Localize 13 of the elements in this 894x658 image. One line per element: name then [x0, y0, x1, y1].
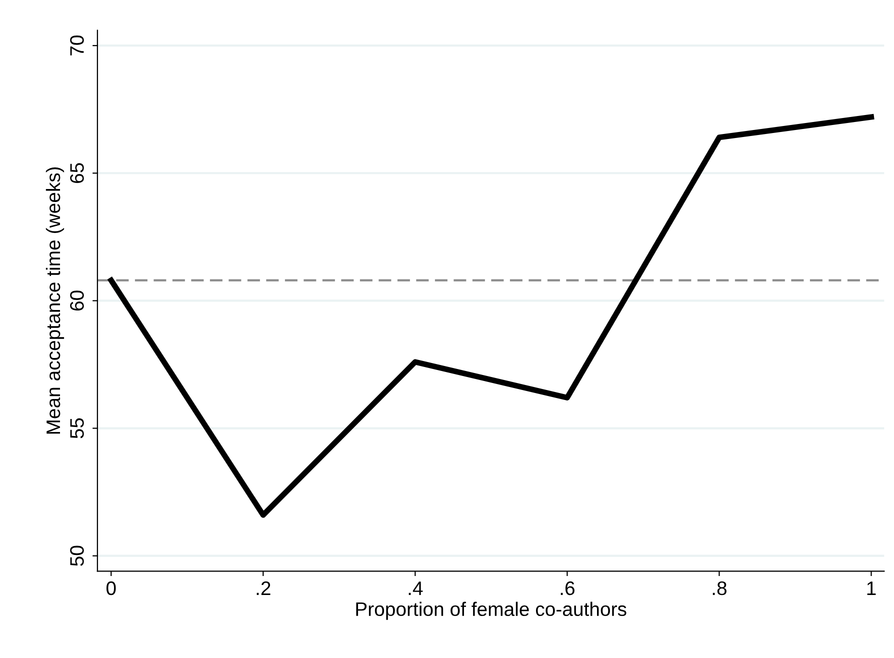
x-tick-label: 0: [106, 581, 116, 596]
x-tick-label: .8: [712, 581, 726, 596]
y-tick-label: 60: [70, 290, 84, 311]
y-tick-label: 70: [70, 36, 84, 56]
x-tick-label: .4: [408, 582, 423, 595]
y-axis-title: Mean acceptance time (weeks): [46, 167, 64, 434]
x-tick-label: .6: [560, 581, 574, 596]
y-tick-label: 50: [70, 546, 84, 566]
y-tick-label: 55: [70, 418, 84, 438]
x-tick-label: 1: [867, 582, 876, 595]
x-axis-title: Proportion of female co-authors: [356, 602, 626, 620]
y-tick-label: 65: [70, 163, 84, 183]
x-tick-label: .2: [256, 581, 270, 595]
